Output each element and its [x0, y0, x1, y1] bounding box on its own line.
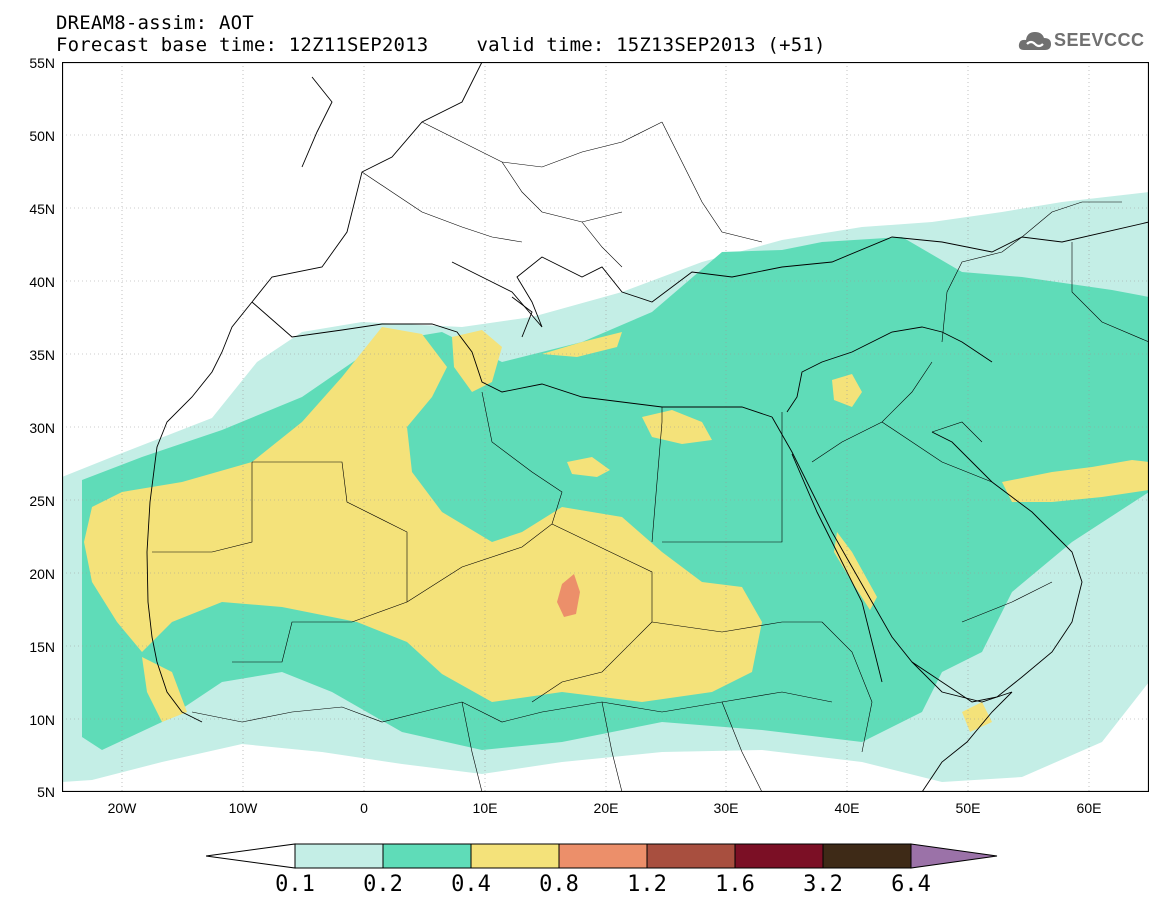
aot-region-0.4-chad: [567, 457, 610, 477]
aot-region-0.4-med: [542, 332, 622, 357]
aot-map: [61, 61, 1150, 793]
lon-label: 10W: [228, 800, 258, 816]
lat-label: 40N: [29, 274, 55, 290]
map-title: DREAM8-assim: AOT: [56, 12, 254, 34]
colorbar-label: 3.2: [803, 872, 843, 897]
lat-label: 20N: [29, 566, 55, 582]
aot-region-0.4-tunisia: [452, 330, 502, 392]
aot-region-0.4-redsea: [834, 532, 877, 610]
colorbar: [205, 843, 998, 869]
lat-label: 55N: [29, 55, 55, 71]
lon-label: 0: [360, 800, 368, 816]
forecast-times: Forecast base time: 12Z11SEP2013 valid ti…: [56, 34, 826, 56]
colorbar-segment: [470, 843, 560, 869]
lon-label: 10E: [472, 800, 498, 816]
aot-region-0.4-west: [84, 327, 762, 702]
colorbar-segment: [294, 843, 384, 869]
colorbar-label: 0.4: [451, 872, 491, 897]
coastlines: [146, 62, 1149, 792]
valid-time-label: valid time: 15Z13SEP2013 (+51): [476, 34, 826, 56]
cloud-icon: [1018, 32, 1051, 50]
lat-label: 35N: [29, 347, 55, 363]
country-borders: [152, 121, 1149, 792]
colorbar-segment: [205, 843, 296, 869]
colorbar-label: 0.8: [539, 872, 579, 897]
logo-text: SEEVCCC: [1054, 30, 1145, 50]
base-time-label: Forecast base time: 12Z11SEP2013: [56, 34, 429, 56]
lat-label: 50N: [29, 128, 55, 144]
lat-label: 25N: [29, 493, 55, 509]
lon-label: 50E: [955, 800, 981, 816]
lat-label: 10N: [29, 712, 55, 728]
aot-region-0.4-libya: [642, 410, 712, 444]
lat-label: 45N: [29, 201, 55, 217]
lat-label: 5N: [37, 784, 55, 800]
lon-label: 20W: [107, 800, 137, 816]
lon-label: 40E: [834, 800, 860, 816]
colorbar-label: 1.6: [715, 872, 755, 897]
colorbar-label: 1.2: [627, 872, 667, 897]
graticule: [62, 62, 1149, 792]
lat-label: 30N: [29, 420, 55, 436]
lon-label: 30E: [713, 800, 739, 816]
colorbar-label: 6.4: [891, 872, 931, 897]
aot-region-0.4-gulf: [1002, 460, 1149, 502]
colorbar-segment: [558, 843, 648, 869]
lon-label: 20E: [593, 800, 619, 816]
aot-region-0.8-chad: [557, 574, 580, 617]
lat-label: 15N: [29, 639, 55, 655]
colorbar-label: 0.1: [275, 872, 315, 897]
colorbar-label: 0.2: [363, 872, 403, 897]
seevccc-logo: SEEVCCC: [1018, 28, 1158, 54]
colorbar-segment: [382, 843, 472, 869]
lon-label: 60E: [1076, 800, 1102, 816]
map-frame: [61, 61, 1150, 793]
colorbar-segment: [822, 843, 912, 869]
colorbar-segment: [646, 843, 736, 869]
colorbar-segment: [734, 843, 824, 869]
aot-region-0.4-senegal: [142, 657, 187, 722]
colorbar-segment: [910, 843, 998, 869]
aot-region-0.4-somalia: [962, 702, 992, 732]
